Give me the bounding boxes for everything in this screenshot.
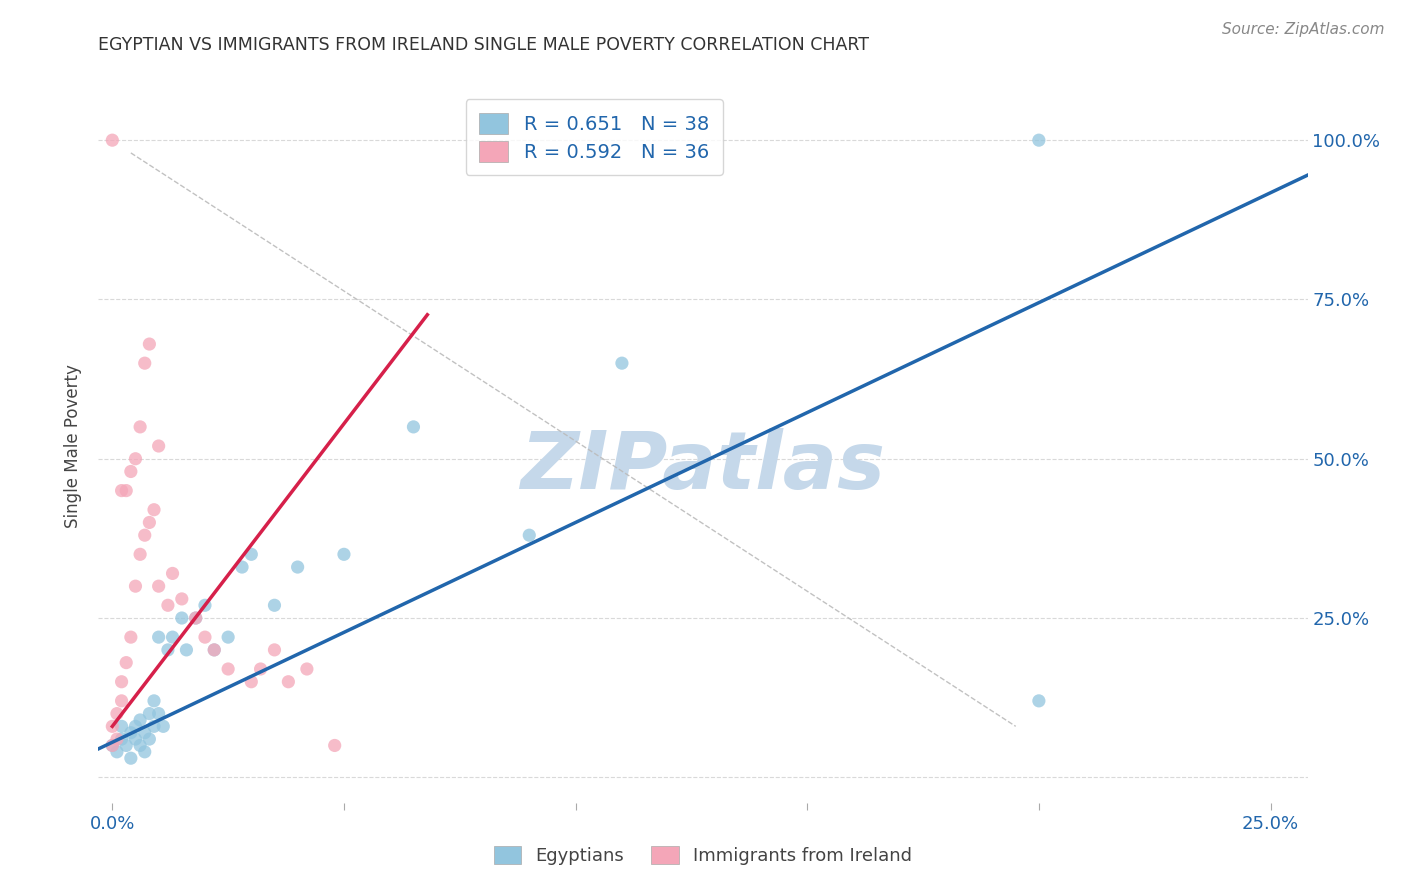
Point [610,356,633,370]
Point [184,611,207,625]
Point [217,630,239,644]
Point [152,719,174,733]
Point [148,706,170,721]
Text: EGYPTIAN VS IMMIGRANTS FROM IRELAND SINGLE MALE POVERTY CORRELATION CHART: EGYPTIAN VS IMMIGRANTS FROM IRELAND SING… [98,36,869,54]
Point [110,732,132,747]
Point [101,719,124,733]
Point [176,643,198,657]
Point [129,713,152,727]
Point [115,739,138,753]
Point [110,483,132,498]
Point [120,751,142,765]
Point [101,133,124,147]
Point [148,439,170,453]
Point [134,725,156,739]
Point [143,719,166,733]
Point [194,630,217,644]
Point [333,547,356,561]
Point [162,630,184,644]
Point [124,719,146,733]
Point [124,732,146,747]
Point [129,547,152,561]
Point [138,732,160,747]
Point [134,745,156,759]
Point [101,739,124,753]
Point [129,420,152,434]
Point [134,528,156,542]
Point [138,516,160,530]
Point [287,560,309,574]
Point [120,725,142,739]
Point [124,579,146,593]
Point [231,560,253,574]
Point [124,451,146,466]
Point [138,337,160,351]
Point [295,662,318,676]
Point [148,579,170,593]
Point [162,566,184,581]
Point [105,706,128,721]
Text: Source: ZipAtlas.com: Source: ZipAtlas.com [1222,22,1385,37]
Point [105,745,128,759]
Point [1028,694,1050,708]
Point [115,483,138,498]
Point [115,656,138,670]
Point [202,643,225,657]
Point [217,662,239,676]
Point [120,630,142,644]
Point [277,674,299,689]
Point [156,599,179,613]
Text: ZIPatlas: ZIPatlas [520,428,886,507]
Point [240,674,263,689]
Point [202,643,225,657]
Point [138,706,160,721]
Point [263,643,285,657]
Point [120,465,142,479]
Point [170,611,193,625]
Point [134,356,156,370]
Point [101,739,124,753]
Point [110,694,132,708]
Point [240,547,263,561]
Point [323,739,346,753]
Point [110,674,132,689]
Point [143,694,166,708]
Point [105,732,128,747]
Point [263,599,285,613]
Point [184,611,207,625]
Point [1028,133,1050,147]
Point [170,591,193,606]
Point [402,420,425,434]
Y-axis label: Single Male Poverty: Single Male Poverty [65,364,83,528]
Legend: Egyptians, Immigrants from Ireland: Egyptians, Immigrants from Ireland [486,838,920,872]
Point [110,719,132,733]
Point [148,630,170,644]
Point [517,528,540,542]
Point [194,599,217,613]
Point [249,662,271,676]
Point [156,643,179,657]
Point [143,502,166,516]
Point [129,739,152,753]
